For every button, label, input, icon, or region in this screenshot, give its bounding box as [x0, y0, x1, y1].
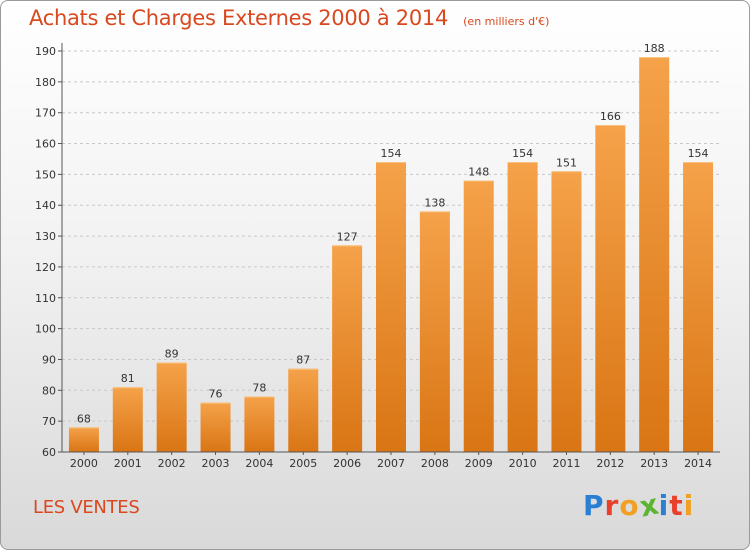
x-tick-label: 2013 — [640, 457, 668, 470]
bars — [68, 57, 714, 453]
data-label: 151 — [556, 156, 577, 169]
y-tick-label: 180 — [35, 76, 56, 89]
x-tick-label: 2010 — [509, 457, 537, 470]
bar-2000 — [68, 427, 99, 452]
brand-logo: Proxiti — [583, 487, 695, 523]
data-label: 188 — [644, 42, 665, 55]
y-tick-label: 170 — [35, 107, 56, 120]
x-tick-label: 2012 — [596, 457, 624, 470]
data-label: 87 — [296, 354, 310, 367]
bar-2008 — [419, 211, 450, 452]
data-label: 154 — [381, 147, 402, 160]
brand-logo-letter: r — [604, 489, 620, 522]
bar-2009 — [463, 180, 494, 453]
bar-2011 — [551, 171, 582, 453]
bar-2005 — [288, 368, 319, 452]
y-tick-label: 110 — [35, 292, 56, 305]
data-labels: 68 81 89 76 78 87 127 154 138 148 154 151 166 188 154 — [77, 42, 709, 425]
y-tick-label: 90 — [42, 353, 56, 366]
x-tick-label: 2009 — [465, 457, 493, 470]
y-tick-label: 160 — [35, 138, 56, 151]
x-tick-label: 2005 — [289, 457, 317, 470]
y-tick-label: 100 — [35, 323, 56, 336]
data-label: 154 — [512, 147, 533, 160]
subject-label: LES VENTES — [33, 497, 140, 518]
bar-2012 — [595, 125, 626, 453]
bar-2001 — [112, 387, 143, 452]
data-label: 81 — [121, 372, 135, 385]
y-tick-label: 150 — [35, 168, 56, 181]
y-tick-label: 140 — [35, 199, 56, 212]
axes: 60 70 80 90 100 110 120 130 140 150 160 170 180 190 20… — [35, 43, 720, 470]
bar-2014 — [683, 162, 714, 453]
x-tick-label: 2014 — [684, 457, 712, 470]
y-tick-label: 80 — [42, 384, 56, 397]
y-tick-label: 190 — [35, 45, 56, 58]
y-tick-label: 130 — [35, 230, 56, 243]
x-tick-label: 2001 — [114, 457, 142, 470]
x-tick-label: 2007 — [377, 457, 405, 470]
bar-2002 — [156, 362, 187, 452]
brand-logo-letter: o — [619, 489, 640, 522]
bar-2013 — [639, 57, 670, 453]
x-tick-label: 2008 — [421, 457, 449, 470]
x-tick-label: 2011 — [552, 457, 580, 470]
bar-2003 — [200, 402, 231, 452]
data-label: 148 — [468, 166, 489, 179]
data-label: 166 — [600, 110, 621, 123]
bar-2004 — [244, 396, 275, 452]
data-label: 68 — [77, 412, 91, 425]
y-tick-label: 60 — [42, 446, 56, 459]
data-label: 78 — [252, 381, 266, 394]
data-label: 89 — [165, 348, 179, 361]
chart-title: Achats et Charges Externes 2000 à 2014 — [29, 6, 449, 30]
bar-2010 — [507, 162, 538, 453]
chart-subtitle: (en milliers d'€) — [463, 15, 550, 28]
y-tick-label: 70 — [42, 415, 56, 428]
bar-2007 — [376, 162, 406, 453]
x-tick-label: 2006 — [333, 457, 361, 470]
data-label: 127 — [337, 230, 358, 243]
x-tick-label: 2003 — [202, 457, 230, 470]
x-tick-label: 2004 — [245, 457, 273, 470]
brand-logo-letter: P — [583, 489, 605, 522]
brand-logo-letter: i — [683, 489, 695, 522]
bar-2006 — [332, 245, 363, 452]
data-label: 154 — [688, 147, 709, 160]
data-label: 138 — [424, 196, 445, 209]
chart-title-block: Achats et Charges Externes 2000 à 2014 (… — [29, 6, 549, 30]
x-tick-label: 2002 — [158, 457, 186, 470]
x-tick-label: 2000 — [70, 457, 98, 470]
brand-logo-letter: i — [658, 489, 670, 522]
brand-logo-letter: t — [669, 489, 684, 522]
data-label: 76 — [209, 388, 223, 401]
y-tick-label: 120 — [35, 261, 56, 274]
